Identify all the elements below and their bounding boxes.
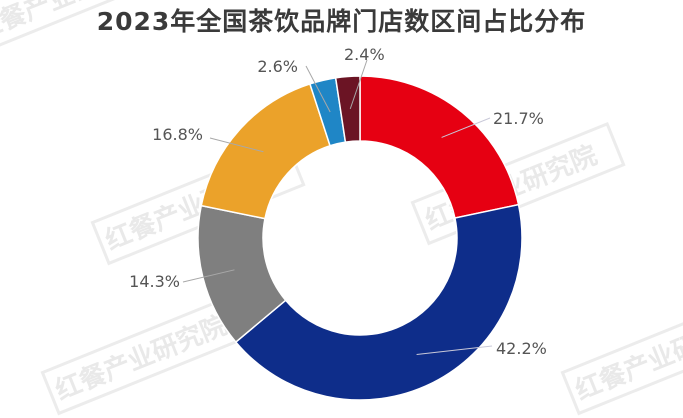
- slice-label: 16.8%: [152, 125, 203, 144]
- leader-line: [209, 137, 264, 153]
- watermark: 红餐产业研究院: [0, 0, 176, 56]
- leader-line: [182, 269, 235, 283]
- donut-slice: [200, 82, 331, 220]
- chart-title: 2023年全国茶饮品牌门店数区间占比分布: [96, 7, 587, 36]
- leader-line: [441, 117, 491, 138]
- svg-text:红餐产业研究院: 红餐产业研究院: [0, 0, 151, 46]
- slice-labels: 21.7% 42.2% 14.3% 16.8% 2.6% 2.4%: [129, 45, 547, 358]
- donut-slice: [334, 75, 361, 143]
- donut-slice: [359, 75, 520, 219]
- leader-line: [416, 345, 493, 355]
- slice-label: 2.4%: [344, 45, 385, 64]
- leader-lines: [182, 59, 493, 355]
- svg-text:红餐产业研究院: 红餐产业研究院: [571, 310, 683, 407]
- slice-label: 21.7%: [493, 109, 544, 128]
- leader-line: [305, 65, 331, 113]
- slice-label: 42.2%: [496, 339, 547, 358]
- slice-label: 2.6%: [257, 57, 298, 76]
- watermark: 红餐产业研究院: [560, 291, 683, 416]
- slice-label: 14.3%: [129, 272, 180, 291]
- leader-line: [349, 59, 368, 110]
